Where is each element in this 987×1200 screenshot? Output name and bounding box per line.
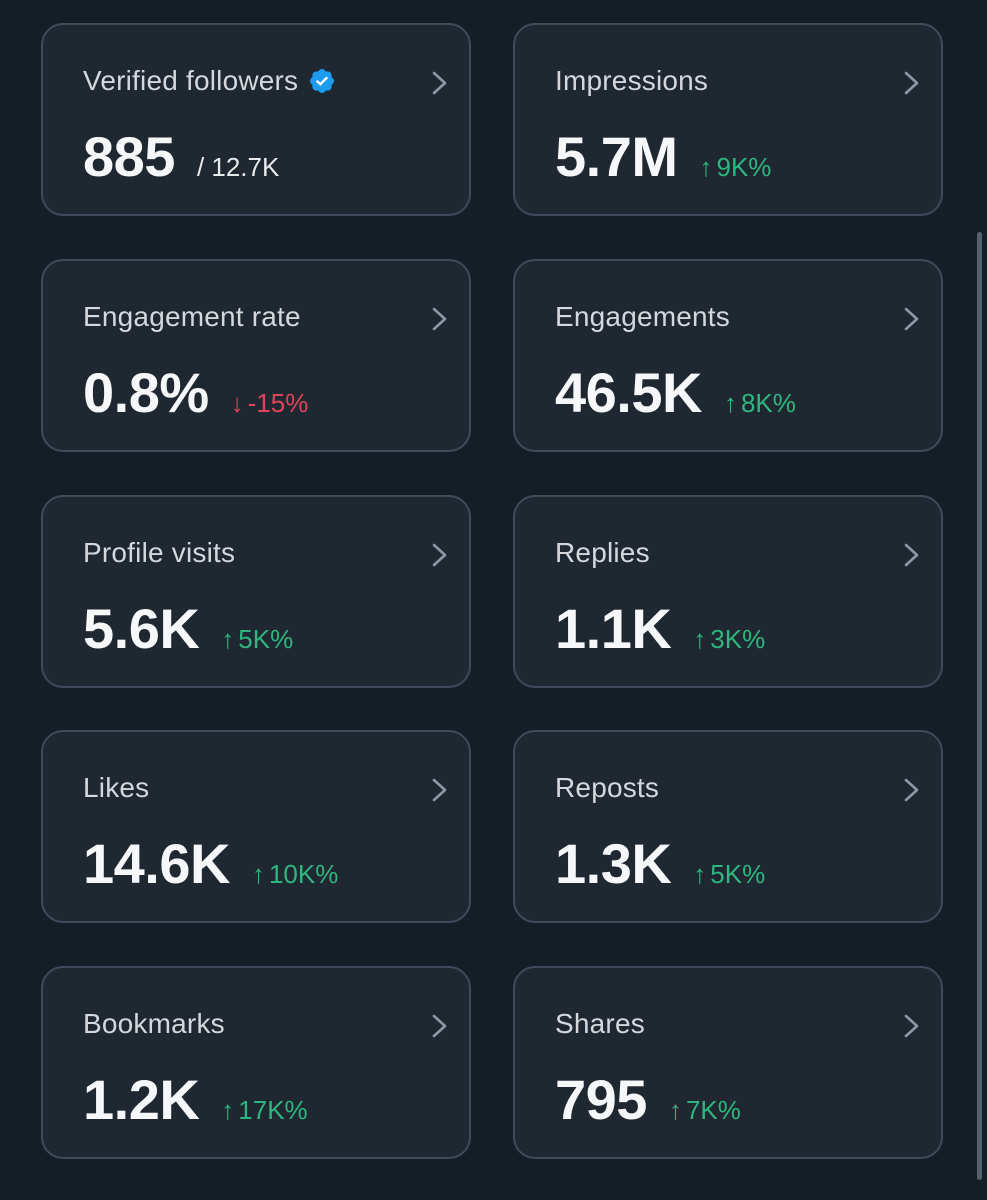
card-value: 1.3K xyxy=(555,832,672,895)
card-engagements[interactable]: Engagements 46.5K ↑ 8K% xyxy=(513,259,943,452)
card-delta: ↑ 5K% xyxy=(693,859,765,890)
arrow-up-icon: ↑ xyxy=(251,859,265,889)
arrow-up-icon: ↑ xyxy=(699,152,713,182)
card-bookmarks[interactable]: Bookmarks 1.2K ↑ 17K% xyxy=(41,966,471,1159)
card-verified-followers[interactable]: Verified followers 885 / 12.7K xyxy=(41,23,471,216)
arrow-up-icon: ↑ xyxy=(668,1095,682,1125)
card-value-row: 885 / 12.7K xyxy=(83,129,279,185)
card-delta: ↑ 8K% xyxy=(724,388,796,419)
card-impressions[interactable]: Impressions 5.7M ↑ 9K% xyxy=(513,23,943,216)
card-title-label: Verified followers xyxy=(83,65,299,96)
arrow-down-icon: ↓ xyxy=(230,388,244,418)
card-title: Replies xyxy=(555,537,650,568)
card-delta: ↑ 3K% xyxy=(693,624,765,655)
card-value-row: 46.5K ↑ 8K% xyxy=(555,365,796,421)
arrow-up-icon: ↑ xyxy=(221,624,235,654)
scrollbar[interactable] xyxy=(977,232,982,1180)
card-delta-value: 5K% xyxy=(710,859,766,889)
card-value-row: 0.8% ↓ -15% xyxy=(83,365,308,421)
card-title: Profile visits xyxy=(83,537,236,568)
card-delta: ↑ 10K% xyxy=(252,859,338,890)
card-value: 0.8% xyxy=(83,361,209,424)
card-value-row: 1.2K ↑ 17K% xyxy=(83,1072,308,1128)
card-likes[interactable]: Likes 14.6K ↑ 10K% xyxy=(41,730,471,923)
card-replies[interactable]: Replies 1.1K ↑ 3K% xyxy=(513,495,943,688)
chevron-right-icon xyxy=(432,307,447,331)
card-value: 46.5K xyxy=(555,361,702,424)
card-title: Impressions xyxy=(555,65,709,96)
card-value: 795 xyxy=(555,1068,647,1131)
card-value: 885 xyxy=(83,125,175,188)
card-engagement-rate[interactable]: Engagement rate 0.8% ↓ -15% xyxy=(41,259,471,452)
card-title: Engagement rate xyxy=(83,301,301,332)
card-delta: ↓ -15% xyxy=(231,388,309,419)
card-value-row: 795 ↑ 7K% xyxy=(555,1072,741,1128)
card-shares[interactable]: Shares 795 ↑ 7K% xyxy=(513,966,943,1159)
card-delta-value: -15% xyxy=(247,388,309,418)
card-title: Engagements xyxy=(555,301,730,332)
card-delta-value: 9K% xyxy=(716,152,772,182)
card-delta: ↑ 5K% xyxy=(221,624,293,655)
chevron-right-icon xyxy=(904,778,919,802)
card-delta-value: 3K% xyxy=(710,624,766,654)
arrow-up-icon: ↑ xyxy=(221,1095,235,1125)
card-value: 1.2K xyxy=(83,1068,200,1131)
card-title: Likes xyxy=(83,772,150,803)
card-delta-value: 7K% xyxy=(685,1095,741,1125)
card-delta-value: 5K% xyxy=(238,624,294,654)
chevron-right-icon xyxy=(432,71,447,95)
chevron-right-icon xyxy=(904,71,919,95)
card-value: 5.7M xyxy=(555,125,678,188)
verified-badge-icon xyxy=(310,69,335,93)
card-value-row: 5.6K ↑ 5K% xyxy=(83,601,293,657)
chevron-right-icon xyxy=(432,1014,447,1038)
card-title: Reposts xyxy=(555,772,660,803)
card-value-row: 14.6K ↑ 10K% xyxy=(83,836,338,892)
card-total: / 12.7K xyxy=(196,152,280,182)
card-delta-value: 8K% xyxy=(740,388,796,418)
card-delta: ↑ 17K% xyxy=(221,1095,307,1126)
card-reposts[interactable]: Reposts 1.3K ↑ 5K% xyxy=(513,730,943,923)
card-delta: ↑ 9K% xyxy=(700,152,772,183)
card-value-row: 1.1K ↑ 3K% xyxy=(555,601,765,657)
card-delta: ↑ 7K% xyxy=(669,1095,741,1126)
chevron-right-icon xyxy=(432,543,447,567)
chevron-right-icon xyxy=(432,778,447,802)
card-value: 5.6K xyxy=(83,597,200,660)
arrow-up-icon: ↑ xyxy=(693,859,707,889)
card-value-row: 5.7M ↑ 9K% xyxy=(555,129,771,185)
chevron-right-icon xyxy=(904,1014,919,1038)
card-value-row: 1.3K ↑ 5K% xyxy=(555,836,765,892)
chevron-right-icon xyxy=(904,543,919,567)
card-title: Bookmarks xyxy=(83,1008,225,1039)
chevron-right-icon xyxy=(904,307,919,331)
card-delta-value: 10K% xyxy=(268,859,339,889)
card-profile-visits[interactable]: Profile visits 5.6K ↑ 5K% xyxy=(41,495,471,688)
card-value: 1.1K xyxy=(555,597,672,660)
card-title: Verified followers xyxy=(83,65,336,97)
card-value: 14.6K xyxy=(83,832,230,895)
card-delta-value: 17K% xyxy=(238,1095,308,1125)
arrow-up-icon: ↑ xyxy=(723,388,737,418)
card-title: Shares xyxy=(555,1008,645,1039)
arrow-up-icon: ↑ xyxy=(693,624,707,654)
